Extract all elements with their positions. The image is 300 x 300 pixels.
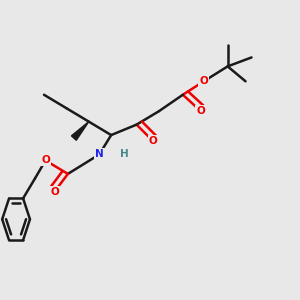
Text: O: O (148, 136, 158, 146)
Text: O: O (196, 106, 205, 116)
Polygon shape (71, 122, 89, 140)
Text: O: O (41, 155, 50, 166)
Text: N: N (95, 149, 103, 160)
Text: H: H (120, 149, 129, 159)
Text: O: O (50, 187, 59, 197)
Text: O: O (200, 76, 208, 86)
